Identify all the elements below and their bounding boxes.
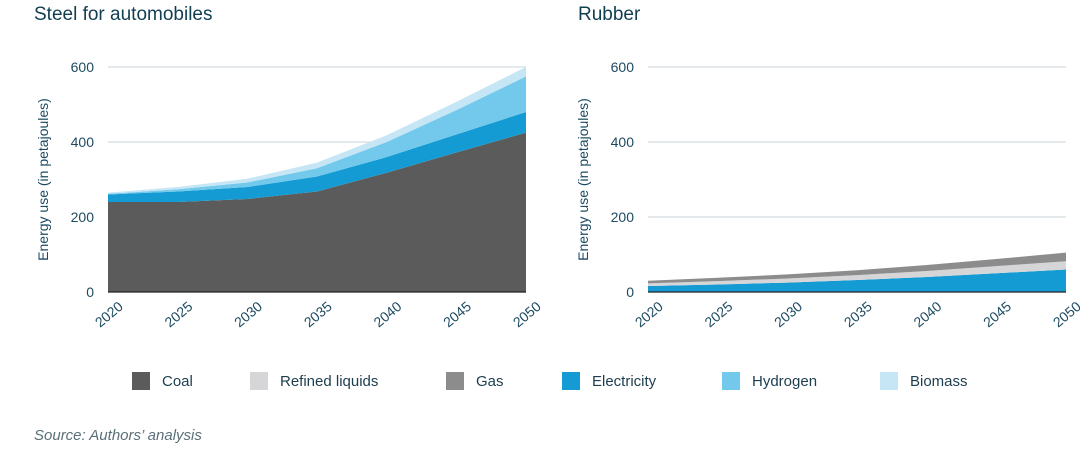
y-tick-label: 400 <box>611 134 635 150</box>
y-tick-label: 600 <box>611 59 635 75</box>
legend-item-electricity: Electricity <box>562 372 656 390</box>
rubber-area-electricity <box>648 269 1066 292</box>
rubber-area-chart: 0 200 400 600 2020 2025 2030 2035 2040 2045 2050 En… <box>575 59 1080 330</box>
source-note: Source: Authors’ analysis <box>34 427 202 444</box>
x-tick-label: 2035 <box>301 298 335 330</box>
legend-swatch-electricity <box>562 372 580 390</box>
x-tick-label: 2050 <box>1050 298 1080 330</box>
y-tick-label: 0 <box>86 284 94 300</box>
x-tick-label: 2030 <box>771 298 805 330</box>
rubber-area-refined-liquids <box>648 261 1066 286</box>
x-tick-label: 2020 <box>92 298 126 330</box>
legend-item-coal: Coal <box>132 372 193 390</box>
x-tick-label: 2040 <box>370 298 404 330</box>
legend-swatch-biomass <box>880 372 898 390</box>
x-tick-label: 2025 <box>161 298 195 330</box>
rubber-area-gas <box>648 252 1066 284</box>
legend-swatch-hydrogen <box>722 372 740 390</box>
legend-label: Gas <box>476 372 504 390</box>
x-tick-label: 2040 <box>910 298 944 330</box>
legend-item-biomass: Biomass <box>880 372 968 390</box>
y-axis-label: Energy use (in petajoules) <box>575 98 591 261</box>
legend-label: Biomass <box>910 372 968 390</box>
steel-area-electricity <box>108 112 526 202</box>
x-tick-label: 2035 <box>841 298 875 330</box>
legend-label: Electricity <box>592 372 657 390</box>
x-tick-label: 2030 <box>231 298 265 330</box>
steel-area-chart: 0 200 400 600 2020 2025 2030 2035 2040 2045 2050 En… <box>35 59 540 330</box>
y-tick-label: 200 <box>71 209 95 225</box>
steel-area-hydrogen <box>108 76 526 195</box>
legend-swatch-refined-liquids <box>250 372 268 390</box>
legend-label: Refined liquids <box>280 372 379 390</box>
x-tick-label: 2025 <box>701 298 735 330</box>
legend-label: Coal <box>162 372 193 390</box>
y-tick-label: 0 <box>626 284 634 300</box>
chart-title-rubber: Rubber <box>578 4 641 25</box>
x-tick-label: 2045 <box>440 298 474 330</box>
y-tick-label: 200 <box>611 209 635 225</box>
legend-item-gas: Gas <box>446 372 504 390</box>
legend-swatch-coal <box>132 372 150 390</box>
legend-swatch-gas <box>446 372 464 390</box>
legend-item-refined-liquids: Refined liquids <box>250 372 378 390</box>
legend: Coal Refined liquids Gas Electricity Hyd… <box>0 372 1092 396</box>
legend-label: Hydrogen <box>752 372 818 390</box>
y-tick-label: 600 <box>71 59 95 75</box>
y-tick-label: 400 <box>71 134 95 150</box>
x-tick-label: 2050 <box>510 298 540 330</box>
steel-area-coal <box>108 132 526 292</box>
x-tick-label: 2020 <box>632 298 666 330</box>
legend-item-hydrogen: Hydrogen <box>722 372 817 390</box>
x-tick-label: 2045 <box>980 298 1014 330</box>
chart-title-steel: Steel for automobiles <box>34 4 213 25</box>
y-axis-label: Energy use (in petajoules) <box>35 98 51 261</box>
